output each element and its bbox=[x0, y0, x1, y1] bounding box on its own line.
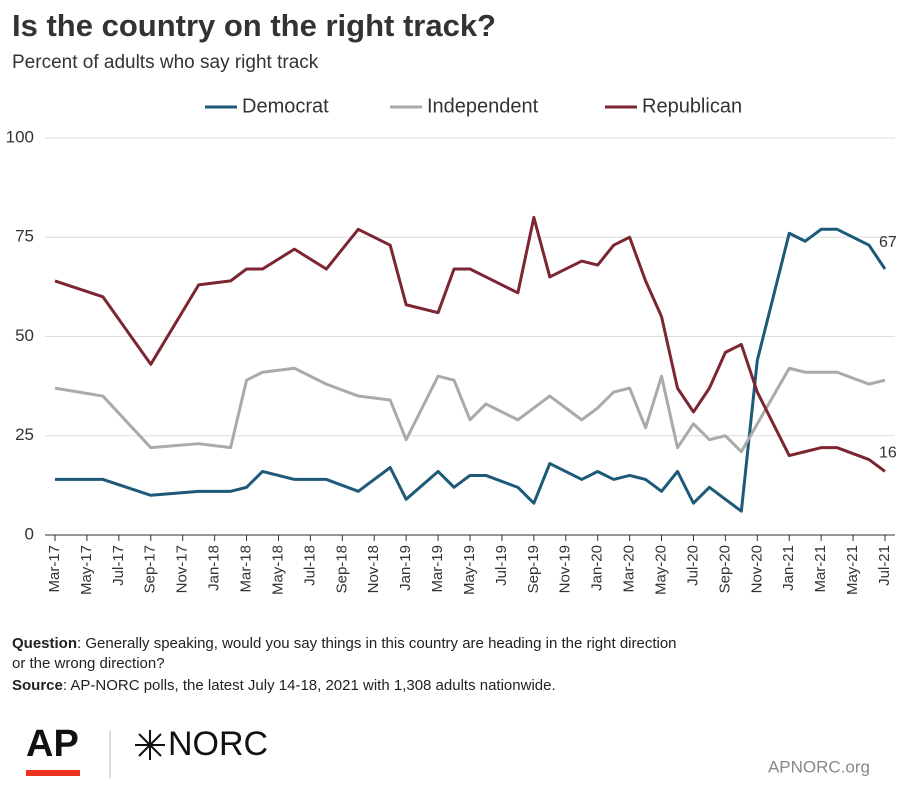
x-tick-label: Nov-20 bbox=[748, 545, 765, 593]
x-tick-label: Jan-19 bbox=[397, 545, 414, 591]
x-tick-label: Jul-19 bbox=[493, 545, 510, 586]
x-tick-label: Nov-19 bbox=[557, 545, 574, 593]
x-tick-label: Jul-20 bbox=[684, 545, 701, 586]
norc-star bbox=[135, 730, 165, 760]
chart-subtitle: Percent of adults who say right track bbox=[12, 52, 319, 73]
x-tick-label: Jan-18 bbox=[206, 545, 223, 591]
x-tick-label: Jul-21 bbox=[876, 545, 893, 586]
x-tick-label: May-21 bbox=[844, 545, 861, 595]
y-tick-label: 100 bbox=[6, 127, 34, 146]
ap-logo-bar bbox=[26, 770, 80, 776]
x-tick-label: Nov-18 bbox=[365, 545, 382, 593]
x-tick-label: May-17 bbox=[78, 545, 95, 595]
ap-logo: AP bbox=[26, 723, 79, 765]
question-text: : Generally speaking, would you say thin… bbox=[77, 635, 677, 652]
x-tick-label: May-18 bbox=[269, 545, 286, 595]
x-tick-label: Jan-20 bbox=[589, 545, 606, 591]
series-line bbox=[54, 215, 886, 473]
legend-label: Independent bbox=[427, 95, 539, 117]
end-value-label: 67 bbox=[879, 234, 897, 251]
question-label: Question bbox=[12, 635, 77, 652]
x-tick-label: Mar-18 bbox=[238, 545, 255, 593]
series-line bbox=[54, 366, 886, 454]
x-tick-label: Sep-20 bbox=[716, 545, 733, 593]
x-tick-label: Mar-21 bbox=[812, 545, 829, 593]
source-note: Source: AP-NORC polls, the latest July 1… bbox=[12, 677, 556, 694]
series-line bbox=[55, 227, 887, 513]
x-tick-label: Sep-19 bbox=[525, 545, 542, 593]
source-text: : AP-NORC polls, the latest July 14-18, … bbox=[63, 677, 556, 694]
x-tick-label: Nov-17 bbox=[174, 545, 191, 593]
question-note: Question: Generally speaking, would you … bbox=[12, 635, 677, 652]
x-tick-label: May-20 bbox=[653, 545, 670, 595]
y-tick-label: 50 bbox=[15, 326, 34, 345]
end-value-label: 16 bbox=[879, 445, 897, 462]
x-tick-label: Mar-20 bbox=[621, 545, 638, 593]
chart-title: Is the country on the right track? bbox=[12, 8, 496, 43]
source-label: Source bbox=[12, 677, 63, 694]
x-tick-label: Mar-19 bbox=[429, 545, 446, 593]
question-note-cont: or the wrong direction? bbox=[12, 655, 165, 672]
x-tick-label: Jan-21 bbox=[780, 545, 797, 591]
y-tick-label: 0 bbox=[25, 524, 34, 543]
site-link: APNORC.org bbox=[768, 757, 870, 776]
x-tick-label: May-19 bbox=[461, 545, 478, 595]
x-tick-label: Sep-17 bbox=[142, 545, 159, 593]
legend-label: Democrat bbox=[242, 95, 329, 117]
x-tick-label: Sep-18 bbox=[333, 545, 350, 593]
legend-label: Republican bbox=[642, 95, 742, 117]
y-tick-label: 25 bbox=[15, 425, 34, 444]
x-tick-label: Jul-18 bbox=[301, 545, 318, 586]
y-tick-label: 75 bbox=[15, 227, 34, 246]
x-tick-label: Mar-17 bbox=[46, 545, 63, 593]
x-tick-label: Jul-17 bbox=[110, 545, 127, 586]
norc-logo: NORC bbox=[168, 725, 268, 763]
